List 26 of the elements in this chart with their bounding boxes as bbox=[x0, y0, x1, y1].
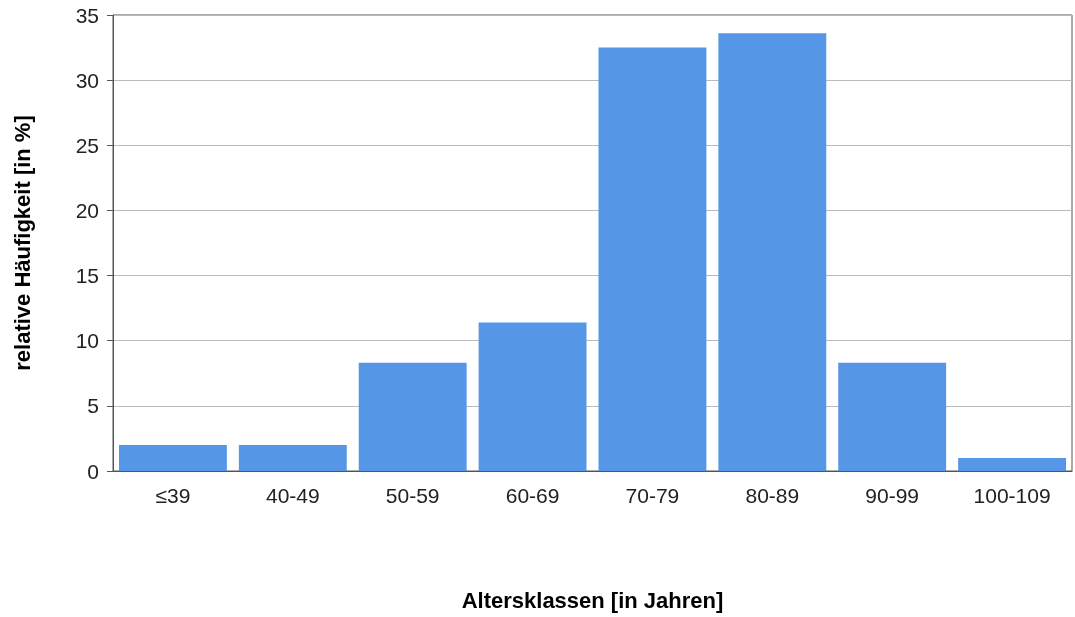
bar bbox=[958, 457, 1067, 471]
bar bbox=[718, 33, 827, 471]
y-tick-label: 15 bbox=[75, 264, 99, 288]
y-tick-label: 20 bbox=[75, 198, 99, 222]
x-tick-label: 90-99 bbox=[865, 484, 920, 507]
x-tick-label: 40-49 bbox=[265, 484, 320, 507]
x-tick-label: 70-79 bbox=[625, 484, 680, 507]
y-tick-label: 35 bbox=[75, 3, 99, 27]
y-tick-label: 5 bbox=[87, 394, 99, 418]
bar bbox=[838, 362, 947, 471]
x-tick-label: ≤39 bbox=[155, 484, 191, 507]
y-tick-label: 25 bbox=[75, 133, 99, 157]
y-tick-label: 0 bbox=[87, 459, 99, 483]
bar bbox=[118, 444, 227, 471]
x-tick-label: 50-59 bbox=[385, 484, 440, 507]
x-tick-label: 60-69 bbox=[505, 484, 560, 507]
y-tick-label: 30 bbox=[75, 68, 99, 92]
bar bbox=[478, 322, 587, 471]
x-tick-label: 80-89 bbox=[745, 484, 800, 507]
bar bbox=[358, 362, 467, 471]
x-tick-label: 100-109 bbox=[973, 484, 1051, 507]
y-axis-title: relative Häufigkeit [in %] bbox=[9, 115, 35, 371]
y-tick-label: 10 bbox=[75, 329, 99, 353]
bar bbox=[238, 444, 347, 471]
x-axis-title: Altersklassen [in Jahren] bbox=[461, 587, 724, 613]
bar bbox=[598, 47, 707, 471]
